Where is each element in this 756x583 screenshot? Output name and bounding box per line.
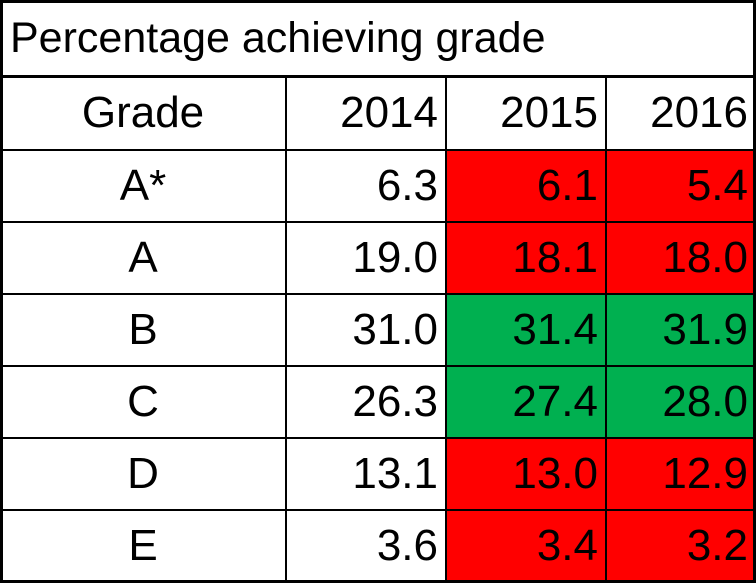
grade-label: E [128,521,158,570]
grade-label: B [128,305,158,354]
header-2016: 2016 [650,88,748,137]
value-cell: 3.2 [606,510,756,582]
value-cell: 27.4 [446,366,606,438]
grid-line [0,365,756,367]
grid-line [0,0,756,3]
header-grade: Grade [81,88,205,137]
value-cell: 12.9 [606,438,756,510]
value-cell: 28.0 [606,366,756,438]
value-cell: 26.3 [352,377,438,426]
grade-label: D [127,449,159,498]
value-cell: 19.0 [352,233,438,282]
header-2015: 2015 [500,88,598,137]
grid-line [285,76,287,583]
grid-line [0,0,3,583]
grid-line [0,221,756,223]
grid-line [0,149,756,151]
header-2014: 2014 [340,88,438,137]
grid-line [0,437,756,439]
grade-label: A* [119,161,167,210]
value-cell: 31.9 [606,294,756,366]
value-cell: 18.0 [606,222,756,294]
grid-line [0,580,756,583]
grid-line [445,76,447,583]
value-cell: 5.4 [606,150,756,222]
grid-line [753,0,756,583]
value-cell: 6.1 [446,150,606,222]
grid-line [605,76,607,583]
value-cell: 6.3 [376,161,438,210]
value-cell: 13.1 [352,449,438,498]
grade-label: A [128,233,158,282]
value-cell: 3.6 [376,521,438,570]
grid-line [0,293,756,295]
grid-line [0,509,756,511]
table-title: Percentage achieving grade [10,13,546,62]
value-cell: 3.4 [446,510,606,582]
value-cell: 31.0 [352,305,438,354]
grade-label: C [127,377,159,426]
grid-line [0,75,756,78]
value-cell: 18.1 [446,222,606,294]
value-cell: 13.0 [446,438,606,510]
value-cell: 31.4 [446,294,606,366]
